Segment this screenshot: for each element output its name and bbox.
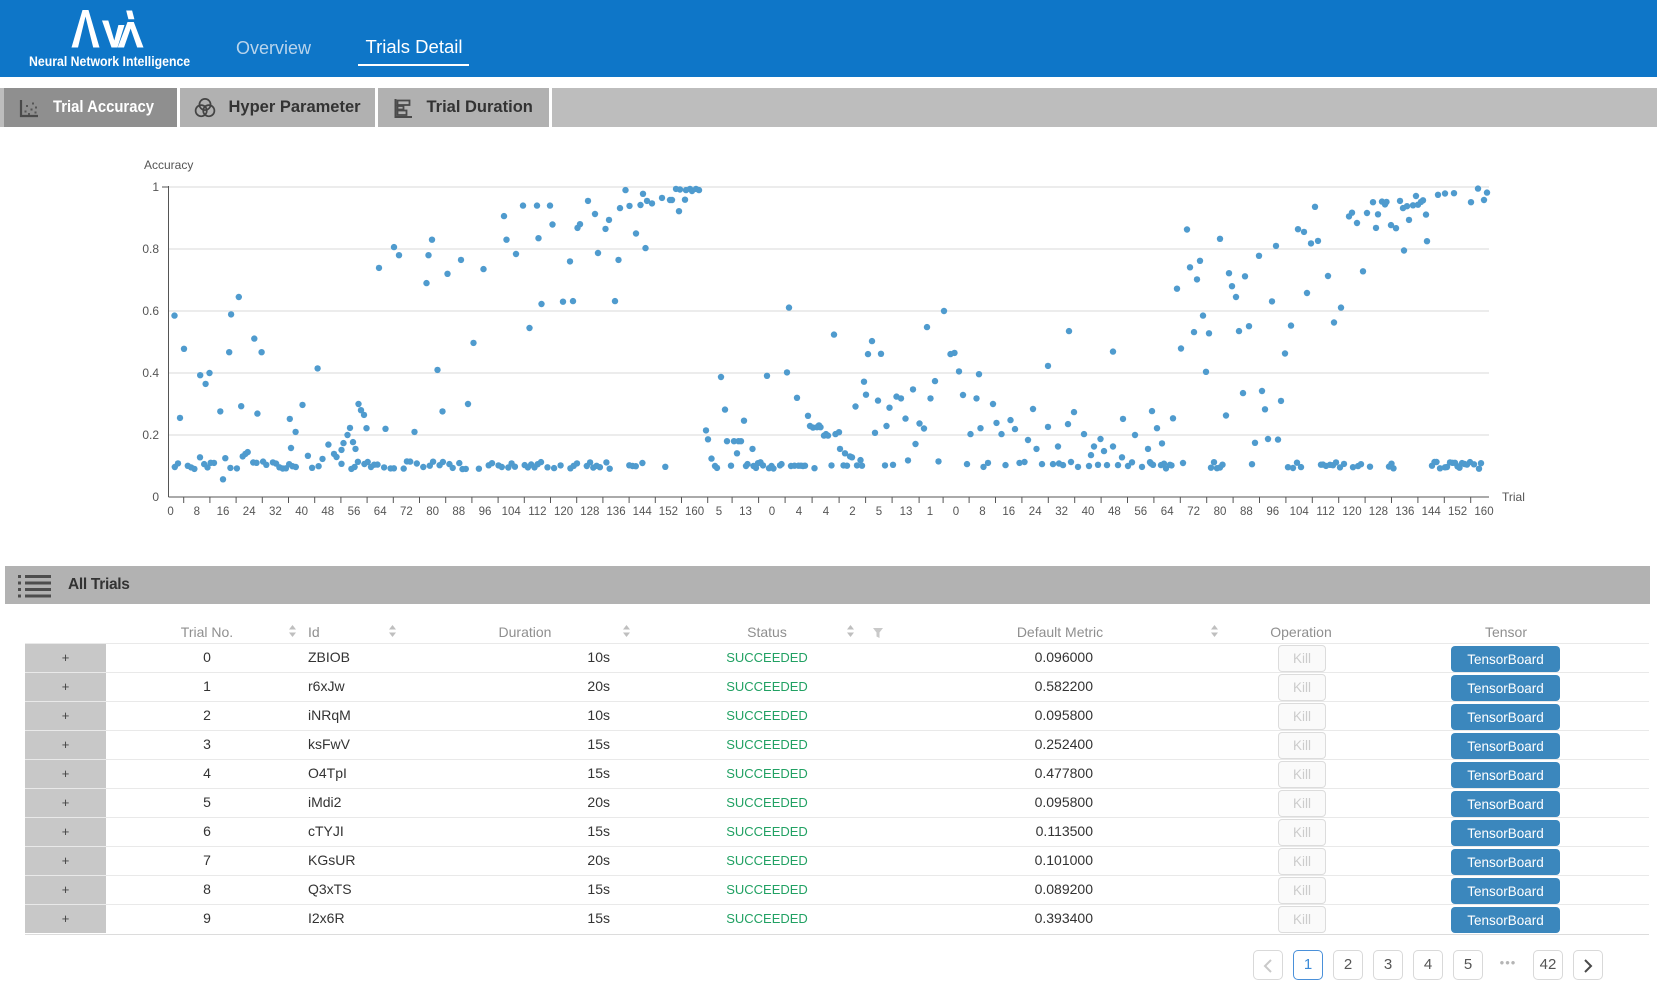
svg-text:0.4: 0.4: [142, 366, 159, 380]
svg-text:104: 104: [502, 506, 522, 518]
svg-text:8: 8: [979, 506, 985, 518]
svg-text:152: 152: [659, 506, 678, 518]
svg-text:13: 13: [900, 506, 913, 518]
svg-text:32: 32: [1055, 506, 1068, 518]
svg-text:Trial: Trial: [1502, 490, 1525, 504]
svg-text:56: 56: [348, 506, 361, 518]
svg-text:40: 40: [1082, 506, 1095, 518]
svg-text:112: 112: [528, 506, 546, 518]
svg-text:4: 4: [796, 506, 803, 518]
svg-text:160: 160: [685, 506, 704, 518]
svg-text:72: 72: [400, 506, 413, 518]
svg-text:1: 1: [152, 180, 159, 194]
svg-text:120: 120: [1342, 506, 1361, 518]
svg-text:0.6: 0.6: [142, 304, 159, 318]
svg-text:0: 0: [167, 506, 173, 518]
svg-text:56: 56: [1134, 506, 1147, 518]
svg-text:112: 112: [1316, 506, 1334, 518]
svg-text:24: 24: [1029, 506, 1042, 518]
svg-text:1: 1: [927, 506, 933, 518]
svg-text:Accuracy: Accuracy: [144, 158, 193, 172]
svg-text:4: 4: [823, 506, 830, 518]
svg-text:136: 136: [1395, 506, 1414, 518]
svg-text:0: 0: [152, 490, 159, 504]
svg-text:144: 144: [633, 506, 653, 518]
svg-text:152: 152: [1448, 506, 1467, 518]
svg-text:72: 72: [1187, 506, 1200, 518]
svg-text:128: 128: [580, 506, 599, 518]
svg-text:104: 104: [1290, 506, 1310, 518]
svg-text:48: 48: [321, 506, 334, 518]
svg-text:2: 2: [849, 506, 855, 518]
svg-text:5: 5: [716, 506, 722, 518]
svg-text:80: 80: [426, 506, 439, 518]
svg-text:128: 128: [1369, 506, 1388, 518]
svg-text:64: 64: [1161, 506, 1174, 518]
svg-text:120: 120: [554, 506, 573, 518]
svg-text:16: 16: [1002, 506, 1015, 518]
svg-text:40: 40: [295, 506, 308, 518]
svg-text:16: 16: [217, 506, 230, 518]
svg-text:136: 136: [606, 506, 625, 518]
svg-text:64: 64: [374, 506, 387, 518]
svg-text:48: 48: [1108, 506, 1121, 518]
svg-text:32: 32: [269, 506, 282, 518]
svg-text:96: 96: [1266, 506, 1279, 518]
svg-text:160: 160: [1474, 506, 1493, 518]
svg-text:24: 24: [243, 506, 256, 518]
svg-text:8: 8: [194, 506, 200, 518]
svg-text:13: 13: [739, 506, 752, 518]
svg-text:88: 88: [1240, 506, 1253, 518]
svg-text:0: 0: [953, 506, 959, 518]
svg-text:0.8: 0.8: [142, 242, 159, 256]
svg-text:0.2: 0.2: [142, 428, 159, 442]
svg-text:88: 88: [452, 506, 465, 518]
svg-text:5: 5: [876, 506, 882, 518]
svg-text:96: 96: [479, 506, 492, 518]
svg-text:144: 144: [1422, 506, 1442, 518]
svg-text:0: 0: [769, 506, 775, 518]
svg-text:80: 80: [1214, 506, 1227, 518]
